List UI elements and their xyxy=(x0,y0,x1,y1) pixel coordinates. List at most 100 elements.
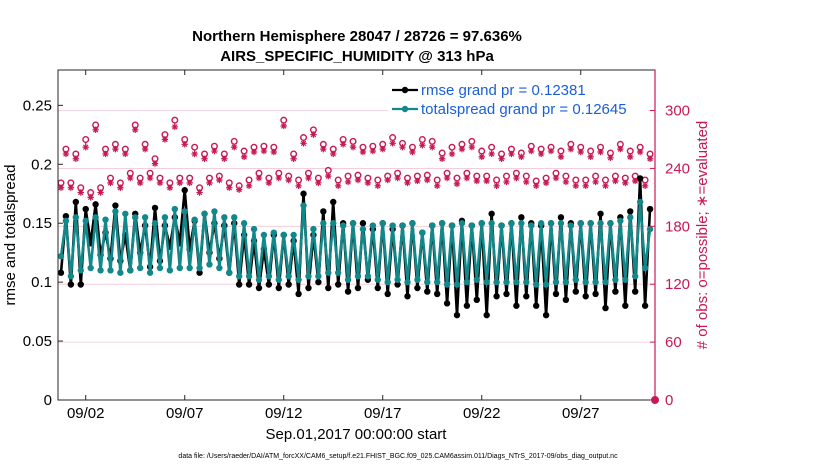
rmse-point xyxy=(597,210,604,217)
totalspread-point xyxy=(552,278,560,286)
obs-possible-marker xyxy=(171,116,179,124)
y2-tick-label: 180 xyxy=(665,218,690,235)
rmse-point xyxy=(483,311,490,319)
obs-evaluated-marker xyxy=(572,182,579,189)
y-axis-label: rmse and totalspread xyxy=(2,165,19,306)
obs-evaluated-marker xyxy=(92,126,99,134)
obs-evaluated-marker xyxy=(532,182,540,189)
totalspread-point xyxy=(523,278,530,286)
totalspread-point xyxy=(102,216,109,223)
totalspread-point xyxy=(513,278,520,286)
obs-evaluated-marker xyxy=(567,145,575,153)
totalspread-point xyxy=(429,222,436,229)
obs-evaluated-marker xyxy=(513,174,520,182)
obs-evaluated-marker xyxy=(201,155,208,162)
rmse-point xyxy=(636,175,644,182)
obs-evaluated-marker xyxy=(102,150,109,158)
obs-evaluated-marker xyxy=(483,177,490,185)
obs-evaluated-marker xyxy=(542,179,550,187)
chart-subtitle: AIRS_SPECIFIC_HUMIDITY @ 313 hPa xyxy=(220,48,494,65)
obs-evaluated-marker xyxy=(453,180,461,188)
totalspread-point xyxy=(196,264,203,272)
chart-title-group: Northern Hemisphere 28047 / 28726 = 97.6… xyxy=(192,28,522,65)
obs-evaluated-marker xyxy=(478,153,485,161)
totalspread-point xyxy=(567,222,575,229)
totalspread-point xyxy=(305,273,312,280)
totalspread-point xyxy=(146,269,154,276)
obs-evaluated-marker xyxy=(161,136,169,143)
totalspread-point xyxy=(216,264,223,272)
totalspread-point xyxy=(132,214,139,221)
totalspread-point xyxy=(627,214,634,221)
rmse-point xyxy=(181,187,188,194)
totalspread-point xyxy=(72,214,80,221)
totalspread-point xyxy=(508,220,515,227)
totalspread-point xyxy=(206,261,213,268)
totalspread-point xyxy=(537,220,545,227)
totalspread-point xyxy=(587,220,594,227)
totalspread-point xyxy=(344,276,352,283)
obs-evaluated-marker xyxy=(498,155,505,162)
obs-evaluated-marker xyxy=(117,184,124,191)
totalspread-point xyxy=(617,217,624,225)
obs-evaluated-marker xyxy=(607,154,614,162)
totalspread-point xyxy=(191,216,198,223)
obs-evaluated-marker xyxy=(473,177,480,185)
totalspread-point xyxy=(245,273,253,280)
obs-evaluated-marker xyxy=(72,155,80,162)
rmse-point xyxy=(112,202,119,209)
obs-evaluated-marker xyxy=(448,150,456,158)
rmse-point xyxy=(488,210,495,217)
obs-evaluated-marker xyxy=(112,145,119,153)
rmse-point xyxy=(622,302,629,309)
totalspread-point xyxy=(181,208,188,215)
totalspread-point xyxy=(547,220,555,227)
obs-evaluated-marker xyxy=(488,150,495,158)
rmse-point xyxy=(245,281,253,288)
obs-evaluated-marker xyxy=(592,178,599,186)
obs-evaluated-marker xyxy=(349,143,357,151)
totalspread-point xyxy=(602,278,609,286)
obs-evaluated-marker xyxy=(285,176,292,184)
obs-evaluated-marker xyxy=(196,189,203,196)
obs-evaluated-marker xyxy=(235,186,243,193)
totalspread-point xyxy=(87,264,94,272)
obs-evaluated-marker xyxy=(344,178,352,186)
totalspread-point xyxy=(240,220,248,227)
obs-evaluated-marker xyxy=(136,179,144,187)
x-tick-label: 09/22 xyxy=(463,405,501,422)
rmse-point xyxy=(330,198,337,206)
rmse-point xyxy=(359,220,367,227)
totalspread-point xyxy=(458,220,466,227)
obs-evaluated-marker xyxy=(414,177,421,185)
obs-evaluated-marker xyxy=(384,176,391,184)
totalspread-point xyxy=(532,281,540,288)
rmse-point xyxy=(562,296,570,304)
totalspread-point xyxy=(557,220,565,227)
obs-evaluated-marker xyxy=(374,182,381,189)
totalspread-point xyxy=(265,273,273,280)
legend-rmse-label: rmse grand pr = 0.12381 xyxy=(421,82,586,99)
rmse-point xyxy=(602,304,609,312)
rmse-point xyxy=(305,284,312,292)
rmse-point xyxy=(72,198,80,206)
rmse-point xyxy=(414,284,421,292)
obs-evaluated-marker xyxy=(523,178,530,186)
totalspread-point xyxy=(176,264,183,272)
totalspread-point xyxy=(562,278,570,286)
obs-evaluated-marker xyxy=(438,155,446,162)
rmse-point xyxy=(77,281,84,288)
totalspread-point xyxy=(57,253,65,260)
obs-evaluated-marker xyxy=(354,176,362,184)
obs-evaluated-marker xyxy=(320,145,327,153)
totalspread-point xyxy=(62,217,70,225)
obs-evaluated-marker xyxy=(226,184,233,191)
y-tick-label: 0.1 xyxy=(31,274,52,291)
rmse-point xyxy=(325,284,332,292)
rmse-point xyxy=(374,284,381,292)
rmse-point xyxy=(82,205,89,213)
totalspread-point xyxy=(349,220,357,227)
totalspread-point xyxy=(622,276,629,283)
obs-evaluated-marker xyxy=(151,160,159,167)
obs-evaluated-marker xyxy=(330,150,337,158)
